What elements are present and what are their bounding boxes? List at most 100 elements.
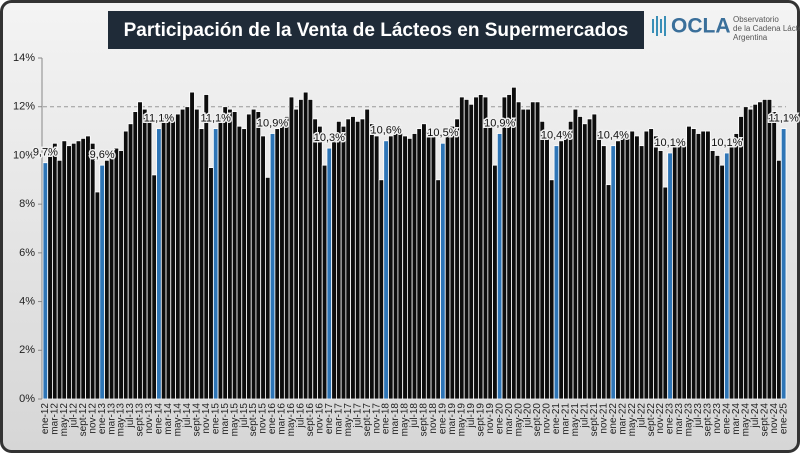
bar xyxy=(80,137,86,400)
bar xyxy=(274,128,281,400)
bar xyxy=(421,123,427,400)
bar xyxy=(345,118,352,400)
x-tick-label: jul-18 xyxy=(409,403,420,429)
bar xyxy=(700,130,706,400)
bar xyxy=(643,130,650,400)
x-tick-label: may-21 xyxy=(570,403,581,437)
x-tick-label: nov-15 xyxy=(258,403,269,434)
bar xyxy=(548,179,555,400)
x-tick-label: ene-21 xyxy=(551,403,562,435)
bar xyxy=(449,125,456,400)
x-tick-label: may-22 xyxy=(627,403,638,437)
bar xyxy=(175,113,181,400)
bar xyxy=(392,133,399,400)
x-tick-label: mar-15 xyxy=(220,403,231,435)
bar xyxy=(307,99,314,400)
bar xyxy=(288,96,295,400)
x-tick-label: ene-20 xyxy=(494,403,505,435)
bar xyxy=(104,159,110,400)
bar xyxy=(189,91,195,400)
y-tick-label: 0% xyxy=(19,393,35,405)
data-label: 11,1% xyxy=(768,113,799,125)
x-tick-label: mar-23 xyxy=(674,403,685,435)
y-tick-label: 8% xyxy=(19,198,35,210)
bar xyxy=(586,118,593,400)
bar xyxy=(757,101,763,400)
x-tick-label: nov-19 xyxy=(485,403,496,434)
bar xyxy=(265,176,271,400)
bar xyxy=(212,128,219,400)
bar xyxy=(61,140,68,400)
bar xyxy=(383,140,389,400)
bar xyxy=(629,130,635,400)
bar xyxy=(430,135,437,400)
x-tick-label: mar-16 xyxy=(277,403,288,435)
bar xyxy=(676,137,683,400)
bar xyxy=(425,130,432,400)
bar xyxy=(638,145,645,400)
bar xyxy=(605,184,612,400)
bar xyxy=(108,157,115,400)
bar xyxy=(66,145,72,400)
x-tick-label: ene-22 xyxy=(608,403,619,435)
x-tick-label: jul-15 xyxy=(239,403,250,429)
x-tick-label: sept-17 xyxy=(362,403,373,437)
x-tick-label: jul-13 xyxy=(125,403,136,429)
bar xyxy=(496,133,503,400)
bar xyxy=(686,125,692,400)
bar xyxy=(123,130,129,400)
x-tick-label: may-19 xyxy=(456,403,467,437)
x-tick-label: mar-13 xyxy=(106,403,117,435)
bar xyxy=(771,111,777,400)
bar xyxy=(440,142,446,400)
bar xyxy=(411,133,418,400)
bar xyxy=(492,164,498,400)
data-label: 9,7% xyxy=(33,147,58,159)
bar xyxy=(203,94,210,400)
x-tick-label: mar-14 xyxy=(163,403,174,435)
logo-line: de la Cadena Láctea xyxy=(733,24,800,33)
bar xyxy=(364,108,370,400)
bar xyxy=(724,152,730,400)
bar xyxy=(75,140,82,400)
x-tick-label: sept-24 xyxy=(759,403,770,437)
data-label: 10,4% xyxy=(598,130,629,142)
bar xyxy=(388,135,394,400)
bar xyxy=(719,164,725,400)
x-tick-label: nov-14 xyxy=(201,403,212,434)
bar xyxy=(596,130,602,400)
x-tick-label: sept-23 xyxy=(703,403,714,437)
bar xyxy=(269,133,276,400)
bar xyxy=(359,118,366,400)
data-label: 10,1% xyxy=(654,137,685,149)
chart-title: Participación de la Venta de Lácteos en … xyxy=(124,20,629,41)
data-label: 10,9% xyxy=(257,117,288,129)
y-tick-label: 2% xyxy=(19,344,35,356)
x-tick-label: may-14 xyxy=(173,403,184,437)
bar xyxy=(520,108,527,400)
bar xyxy=(255,111,262,400)
bar xyxy=(326,147,333,400)
x-tick-label: may-20 xyxy=(513,403,524,437)
logo-line: Observatorio xyxy=(733,15,779,24)
x-tick-label: sept-22 xyxy=(646,403,657,437)
bar xyxy=(582,123,588,400)
bar xyxy=(94,191,101,400)
y-tick-label: 4% xyxy=(19,295,35,307)
bar xyxy=(615,140,621,400)
bar xyxy=(317,125,323,400)
x-tick-label: mar-22 xyxy=(617,403,628,435)
bar xyxy=(662,186,669,400)
bar xyxy=(42,162,49,400)
x-tick-label: may-12 xyxy=(59,403,70,437)
x-tick-label: may-24 xyxy=(740,403,751,437)
bar xyxy=(208,167,214,400)
x-tick-label: ene-15 xyxy=(210,403,221,435)
bar xyxy=(473,96,479,400)
data-label: 10,1% xyxy=(711,137,742,149)
x-tick-label: jul-17 xyxy=(352,403,363,429)
x-tick-label: may-23 xyxy=(684,403,695,437)
x-tick-label: sept-20 xyxy=(532,403,543,437)
bar xyxy=(179,108,186,400)
